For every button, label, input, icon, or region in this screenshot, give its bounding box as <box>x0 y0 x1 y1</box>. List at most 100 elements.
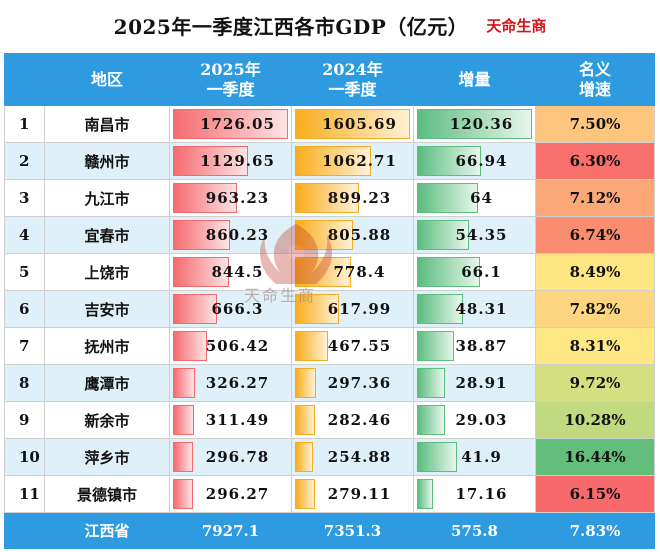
city-cell: 九江市 <box>44 179 170 217</box>
q2024-cell: 899.23 <box>291 179 414 217</box>
q2024-cell: 297.36 <box>291 364 414 402</box>
increase-cell: 54.35 <box>413 216 536 254</box>
q2024-cell-value: 1605.69 <box>322 115 397 133</box>
rank-cell: 9 <box>4 401 45 439</box>
q2025-cell-bar <box>173 146 249 176</box>
rank-cell: 11 <box>4 475 45 513</box>
q2024-cell-value: 899.23 <box>327 189 392 207</box>
increase-cell-bar <box>417 479 434 509</box>
q2025-cell-value: 1726.05 <box>200 115 275 133</box>
q2024-cell-bar <box>295 368 317 398</box>
q2024-cell: 1605.69 <box>291 105 414 143</box>
growth-cell: 16.44% <box>535 438 655 476</box>
rank-cell: 2 <box>4 142 45 180</box>
rank-cell: 3 <box>4 179 45 217</box>
q2025-cell: 963.23 <box>169 179 292 217</box>
city-cell: 抚州市 <box>44 327 170 365</box>
q2024-cell-value: 467.55 <box>327 337 392 355</box>
table-row: 7 抚州市 506.42 467.55 38.87 8.31% <box>4 327 655 365</box>
watermark-text: 天命生商 <box>244 286 317 305</box>
q2024-cell-bar <box>295 405 316 435</box>
increase-cell-bar <box>417 257 481 287</box>
q2025-cell: 666.3 <box>169 290 292 328</box>
increase-cell-value: 38.87 <box>455 337 508 355</box>
q2024-cell-bar <box>295 109 410 139</box>
brand-label: 天命生商 <box>486 16 547 35</box>
q2024-cell-bar <box>295 146 372 176</box>
q2025-cell: 844.5 <box>169 253 292 291</box>
q2024-cell-value: 254.88 <box>327 448 392 466</box>
q2025-cell-value: 860.23 <box>205 226 270 244</box>
increase-cell-value: 28.91 <box>455 374 508 392</box>
q2025-cell-bar <box>173 442 193 472</box>
rank-cell: 10 <box>4 438 45 476</box>
col-header-q2024-line2: 一季度 <box>328 79 377 99</box>
q2025-cell-bar <box>173 479 193 509</box>
gdp-table: 地区 2025年 一季度 2024年 一季度 增量 名义 增速 1 南昌市 1726.05… <box>4 53 655 549</box>
total-growth: 7.83% <box>535 512 655 549</box>
increase-cell-bar <box>417 331 455 361</box>
q2025-cell: 296.78 <box>169 438 292 476</box>
q2024-cell: 282.46 <box>291 401 414 439</box>
q2024-cell-bar <box>295 183 360 213</box>
increase-cell-bar <box>417 405 445 435</box>
growth-cell: 6.74% <box>535 216 655 254</box>
q2024-cell-value: 805.88 <box>327 226 392 244</box>
q2025-cell-bar <box>173 331 207 361</box>
q2025-cell-value: 666.3 <box>211 300 264 318</box>
increase-cell-bar <box>417 442 458 472</box>
q2024-cell: 279.11 <box>291 475 414 513</box>
increase-cell-bar <box>417 146 481 176</box>
increase-cell: 28.91 <box>413 364 536 402</box>
rank-cell: 1 <box>4 105 45 143</box>
q2025-cell-value: 963.23 <box>205 189 270 207</box>
q2024-cell: 254.88 <box>291 438 414 476</box>
increase-cell-value: 120.36 <box>449 115 514 133</box>
growth-cell: 10.28% <box>535 401 655 439</box>
city-cell: 鹰潭市 <box>44 364 170 402</box>
table-row: 6 吉安市 666.3 617.99 48.31 7.82% <box>4 290 655 328</box>
increase-cell: 38.87 <box>413 327 536 365</box>
increase-cell: 29.03 <box>413 401 536 439</box>
growth-cell: 8.31% <box>535 327 655 365</box>
total-row: 江西省 7927.1 7351.3 575.8 7.83% <box>4 512 655 549</box>
total-q2025: 7927.1 <box>169 512 292 549</box>
table-header-row: 地区 2025年 一季度 2024年 一季度 增量 名义 增速 <box>4 53 655 106</box>
col-header-rank <box>4 53 45 106</box>
rank-cell: 7 <box>4 327 45 365</box>
q2024-cell-value: 617.99 <box>327 300 392 318</box>
table-row: 2 赣州市 1129.65 1062.71 66.94 6.30% <box>4 142 655 180</box>
q2025-cell-value: 296.78 <box>205 448 270 466</box>
growth-cell: 6.30% <box>535 142 655 180</box>
col-header-q2025: 2025年 一季度 <box>169 53 292 106</box>
q2024-cell: 805.88 <box>291 216 414 254</box>
q2025-cell-bar <box>173 183 238 213</box>
increase-cell-value: 66.94 <box>455 152 508 170</box>
rank-cell: 6 <box>4 290 45 328</box>
table-row: 10 萍乡市 296.78 254.88 41.9 16.44% <box>4 438 655 476</box>
col-header-growth: 名义 增速 <box>535 53 655 106</box>
increase-cell-bar <box>417 183 479 213</box>
q2025-cell: 296.27 <box>169 475 292 513</box>
table-row: 11 景德镇市 296.27 279.11 17.16 6.15% <box>4 475 655 513</box>
increase-cell-value: 64 <box>470 189 493 207</box>
increase-cell: 66.94 <box>413 142 536 180</box>
table-body: 1 南昌市 1726.05 1605.69 120.36 7.50% 2 赣州市 1129.65… <box>4 105 655 513</box>
growth-cell: 9.72% <box>535 364 655 402</box>
table-row: 4 宜春市 860.23 805.88 54.35 6.74% <box>4 216 655 254</box>
q2024-cell-bar <box>295 331 329 361</box>
q2025-cell-bar <box>173 368 195 398</box>
q2024-cell-bar <box>295 257 351 287</box>
q2024-cell: 467.55 <box>291 327 414 365</box>
col-header-q2024: 2024年 一季度 <box>291 53 414 106</box>
table-row: 5 上饶市 844.5 778.4 66.1 8.49% <box>4 253 655 291</box>
total-rank <box>4 512 45 549</box>
q2024-cell-bar <box>295 294 340 324</box>
q2025-cell-value: 844.5 <box>211 263 264 281</box>
increase-cell: 64 <box>413 179 536 217</box>
growth-cell: 8.49% <box>535 253 655 291</box>
increase-cell-bar <box>417 109 532 139</box>
total-region: 江西省 <box>44 512 170 549</box>
increase-cell-bar <box>417 368 445 398</box>
table-row: 8 鹰潭市 326.27 297.36 28.91 9.72% <box>4 364 655 402</box>
